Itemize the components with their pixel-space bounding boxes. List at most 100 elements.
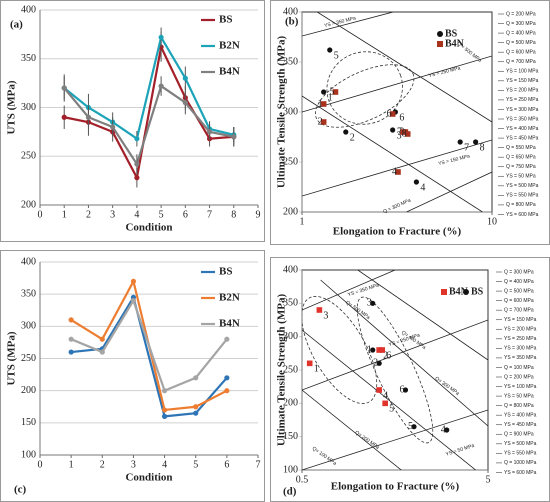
point [193,375,199,381]
iso-legend-label: YS = 100 MPa [504,384,537,390]
iso-legend-label: YS = 500 MPa [506,183,539,189]
point-label: 7 [464,142,469,153]
legend-swatch [441,289,447,295]
series-line [64,43,234,182]
point [389,111,396,117]
iso-legend-label: Q = 650 MPa [506,155,536,161]
point [110,124,116,130]
point [376,387,382,393]
point [193,404,199,410]
point [61,85,67,91]
legend-label: BS [445,28,458,39]
series-line [70,298,228,393]
iso-legend-label: Q = 700 MPa [506,59,536,65]
annotation: Q= 100 MPa [311,446,338,467]
point-label: 7 [397,126,402,137]
legend-label: BS [471,286,484,297]
iso-line [302,270,396,311]
iso-legend-label: YS = 500 MPa [504,441,537,447]
iso-line [302,12,394,37]
point [306,360,313,367]
point [68,317,74,323]
x-tick-label: 2 [100,459,105,470]
point-label: 2 [318,116,323,127]
iso-legend-label: Q = 500 MPa [504,288,534,294]
point [413,179,419,185]
point-label: 1 [318,98,323,109]
point [457,139,463,145]
point [134,175,140,181]
annotation: Q= 200 MPa [354,430,381,451]
point [332,89,339,95]
y-tick-label: 200 [283,398,298,409]
iso-legend-label: YS = 350 MPa [504,355,537,361]
x-tick-label: 4 [162,459,167,470]
iso-legend-label: YS = 50 MPa [506,174,536,180]
y-tick-label: 250 [283,156,298,167]
point-label: 6 [386,350,391,361]
annotation: YS = 350 MPa [324,15,357,29]
point [134,136,140,142]
point-label: 4 [392,166,397,177]
x-tick-label: 9 [256,209,261,220]
iso-line [302,95,483,212]
point [85,114,92,120]
iso-legend-label: Q = 400 MPa [504,279,534,285]
y-tick-label: 400 [21,256,36,267]
point [402,387,409,393]
iso-legend-label: YS = 300 MPa [506,107,539,113]
point-label: 6 [399,384,404,395]
y-tick-label: 300 [283,106,298,117]
point [370,347,376,353]
x-tick-label: 1 [300,216,305,227]
y-tick-label: 350 [21,53,36,64]
iso-legend-label: YS = 250 MPa [506,97,539,103]
point-label: 8 [402,128,407,139]
iso-line [302,139,492,197]
x-tick-label: 8 [231,209,236,220]
legend-swatch [437,41,443,47]
point [68,349,74,355]
point [161,388,168,394]
iso-legend-label: YS = 550 MPa [504,451,537,457]
iso-legend-label: Q = 300 MPa [506,21,536,27]
point-label: 1 [367,344,372,355]
legend-label: B4N [219,318,240,330]
iso-legend-label: YS = 200 MPa [504,327,537,333]
iso-legend-label: YS = 300 MPa [504,346,537,352]
iso-legend-label: Q = 200 MPa [506,11,536,17]
group-outline [302,296,378,404]
y-tick-label: 400 [21,4,36,15]
point [161,413,168,419]
iso-legend-label: Q = 900 MPa [504,432,534,438]
series-line [63,34,235,141]
point-label: 2 [383,350,388,361]
point-label: 4 [441,424,446,435]
x-tick-label: 5 [159,209,164,220]
point-label: 3 [323,310,328,321]
point [99,336,105,342]
iso-legend-label: Q = 300 MPa [504,269,534,275]
annotation: YS = 250 MPa [428,65,461,79]
iso-legend-label: Q = 800 MPa [506,202,536,208]
point-label: 5 [329,86,334,97]
iso-legend-label: YS = 600 MPa [506,212,539,218]
annotation: YS = 150 MPa [438,153,471,167]
point [320,119,327,125]
iso-legend-label: YS = 400 MPa [504,413,537,419]
y-axis-title: UTS (MPa) [6,80,18,134]
legend-label: BS [219,266,232,278]
group-outline [326,51,403,125]
point-label: 5 [334,50,339,61]
point-label: 6 [387,108,392,119]
iso-legend-label: YS = 150 MPa [506,78,539,84]
panel-label: (a) [10,19,23,31]
point [130,298,137,304]
group-outline [356,296,434,444]
y-tick-label: 350 [283,298,298,309]
point [400,129,406,135]
x-tick-label: 5 [193,459,198,470]
x-tick-label: 4 [134,209,139,220]
point-label: 5 [408,421,413,432]
point-label: 5 [389,404,394,415]
